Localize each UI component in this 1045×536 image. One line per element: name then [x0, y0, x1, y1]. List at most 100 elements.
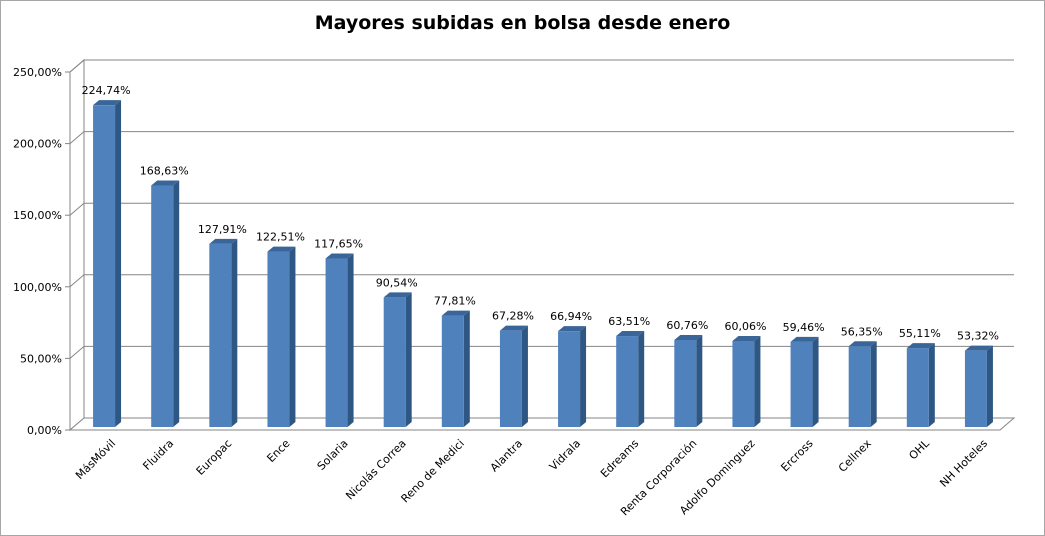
bar-front — [499, 330, 522, 427]
bar — [499, 325, 528, 427]
bar-side — [986, 345, 993, 427]
data-label: 77,81% — [434, 295, 476, 308]
bar-side — [638, 331, 645, 427]
x-tick-label: Solaria — [315, 437, 351, 473]
bar-front — [906, 348, 929, 427]
y-tick-label: 0,00% — [27, 424, 62, 437]
data-label: 67,28% — [492, 310, 534, 323]
x-tick-label: Vidrala — [547, 437, 583, 473]
gridline-side — [69, 59, 85, 73]
bar-top — [93, 100, 122, 106]
bar-front — [732, 340, 755, 427]
bar — [964, 345, 993, 427]
bar-top — [906, 343, 935, 349]
gridline-side — [69, 346, 85, 359]
bar-side — [289, 246, 296, 427]
side-wall — [69, 58, 85, 432]
bar-front — [848, 346, 871, 427]
data-label: 117,65% — [314, 238, 363, 251]
data-label: 122,51% — [256, 231, 305, 244]
bar-front — [325, 258, 348, 427]
bar — [790, 336, 819, 427]
bar-front — [209, 243, 232, 427]
bar-side — [521, 325, 528, 427]
bar-side — [405, 292, 412, 427]
bar-side — [115, 100, 122, 428]
bar-top — [151, 180, 180, 186]
bar-side — [928, 343, 935, 427]
y-tick-label: 250,00% — [13, 66, 62, 79]
y-tick-label: 200,00% — [13, 138, 62, 151]
bar — [616, 331, 645, 427]
x-tick-label: Reno de Medici — [399, 437, 467, 505]
x-axis-labels: MásMóvil Fluidra Europac Ence SolariaNicolás… — [73, 436, 990, 518]
gridline-side — [69, 274, 85, 288]
y-axis-ticks: 0,00% 50,00% 100,00% 150,00% 200,00% 250,00% — [13, 66, 70, 437]
bar-side — [231, 238, 238, 427]
x-tick-label: Alantra — [488, 437, 525, 474]
x-tick-label: Nicolás Correa — [343, 437, 408, 502]
bar-side — [812, 336, 819, 427]
bar-top — [499, 325, 528, 331]
data-label: 60,76% — [666, 319, 708, 332]
data-label: 168,63% — [140, 165, 189, 178]
data-label: 224,74% — [82, 84, 131, 97]
bar — [325, 253, 354, 427]
bar-side — [463, 310, 470, 427]
bar — [732, 335, 761, 427]
x-tick-label: Ence — [264, 437, 292, 465]
bar-side — [580, 326, 587, 427]
data-label: 60,06% — [724, 320, 766, 333]
x-tick-label: Europac — [194, 437, 235, 478]
bars — [93, 100, 993, 428]
floor — [68, 417, 1016, 431]
data-label: 90,54% — [376, 276, 418, 289]
bar — [848, 341, 877, 427]
bar — [93, 100, 122, 428]
bar — [558, 326, 587, 427]
bar-front — [964, 350, 987, 427]
x-tick-label: NH Hoteles — [937, 437, 990, 490]
bar — [674, 334, 703, 427]
data-label: 66,94% — [550, 310, 592, 323]
x-tick-label: OHL — [906, 436, 932, 462]
bar-front — [558, 331, 581, 427]
x-tick-label: Edreams — [598, 437, 641, 480]
x-tick-label: Fluidra — [140, 437, 176, 473]
bar-top — [325, 253, 354, 259]
x-tick-label: MásMóvil — [73, 437, 118, 482]
bar-side — [870, 341, 877, 427]
data-labels: 224,74% 168,63% 127,91% 122,51% 117,65% 90,54… — [82, 84, 999, 342]
gridline-side — [69, 131, 85, 144]
y-tick-label: 50,00% — [20, 352, 62, 365]
bar-side — [173, 180, 180, 427]
bar — [151, 180, 180, 427]
bar-front — [93, 105, 116, 428]
chart-title: Mayores subidas en bolsa desde enero — [314, 12, 731, 34]
gridline-side — [69, 202, 85, 216]
data-label: 53,32% — [957, 330, 999, 343]
bar-top — [848, 341, 877, 347]
bar-front — [790, 341, 813, 427]
data-label: 56,35% — [841, 325, 883, 338]
bar-front — [441, 315, 464, 427]
bar — [383, 292, 412, 427]
bar-top — [558, 326, 587, 332]
bar-top — [674, 334, 703, 340]
bar-front — [151, 185, 174, 427]
x-tick-label: Ercross — [778, 437, 815, 474]
bar-front — [674, 339, 697, 427]
data-label: 63,51% — [608, 315, 650, 328]
bar-front — [267, 251, 290, 427]
bar-side — [347, 253, 354, 427]
bar-front — [383, 297, 406, 427]
bar-side — [696, 334, 703, 427]
bar-top — [441, 310, 470, 316]
bar — [906, 343, 935, 427]
bar-top — [790, 336, 819, 342]
y-tick-label: 100,00% — [13, 281, 62, 294]
bar-top — [616, 331, 645, 337]
bar-top — [383, 292, 412, 298]
plot-walls — [68, 58, 1016, 432]
